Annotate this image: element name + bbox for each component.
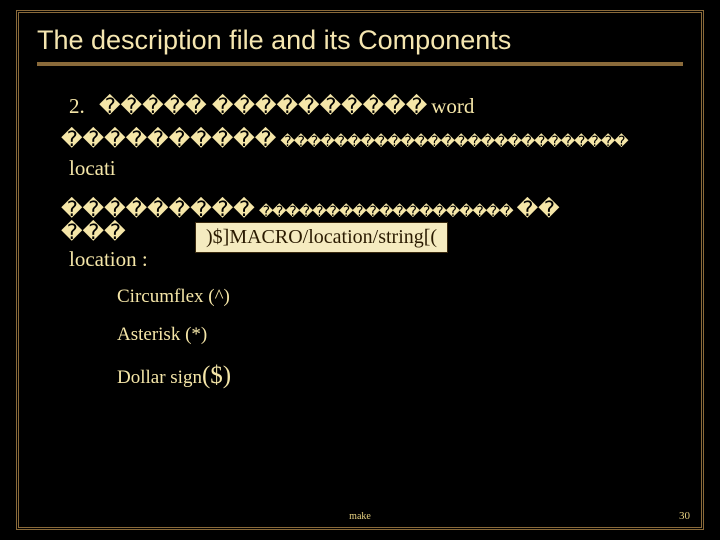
macro-callout: )$]MACRO/location/string[(: [195, 222, 448, 253]
row5-boxes: ���: [61, 220, 126, 244]
footer-page-number: 30: [679, 510, 690, 522]
row4-boxes-b: �������������������: [259, 205, 513, 220]
row4-boxes-c: ��: [517, 197, 560, 221]
row4-boxes-a: ���������: [61, 197, 255, 221]
row1-word: word: [431, 94, 474, 118]
list-number: 2.: [69, 94, 95, 119]
bullet-3: Dollar sign($): [117, 362, 683, 390]
bullet-3-dollar: ($): [202, 362, 231, 389]
row2-boxes-a: ����������: [61, 127, 276, 151]
locstr-prefix: locati: [69, 156, 116, 180]
title-rule: [37, 62, 683, 66]
bullet-2: Asterisk (*): [117, 324, 683, 346]
row-4: ��������� ������������������� ��: [61, 197, 683, 222]
bullet-list: Circumflex (^) Asterisk (*) Dollar sign(…: [117, 286, 683, 390]
row-3: locati: [69, 156, 683, 181]
row-2: ���������� ��������������������������: [61, 127, 683, 152]
bullet-1: Circumflex (^): [117, 286, 683, 308]
slide-title: The description file and its Components: [37, 25, 683, 56]
row1-boxes: ����� ����������: [99, 94, 427, 118]
slide-body: 2. ����� ���������� word ���������� ����…: [37, 94, 683, 390]
row-1: 2. ����� ���������� word: [69, 94, 683, 119]
row2-boxes-b: ��������������������������: [280, 135, 627, 150]
bullet-3-text: Dollar sign: [117, 367, 202, 388]
slide-frame: The description file and its Components …: [16, 10, 704, 530]
footer-center: make: [0, 511, 720, 522]
